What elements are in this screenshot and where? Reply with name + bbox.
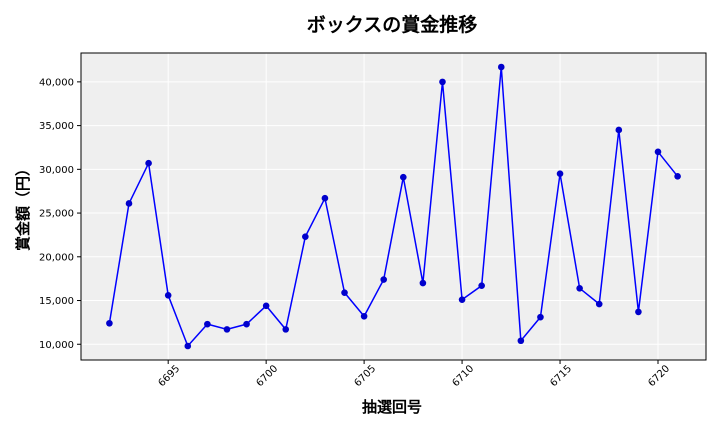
data-point — [439, 78, 446, 86]
y-tick-label: 20,000 — [39, 252, 74, 263]
data-point — [399, 173, 407, 181]
data-point — [223, 326, 231, 333]
data-point — [302, 233, 309, 240]
data-point — [164, 291, 172, 299]
data-point — [419, 279, 427, 287]
data-point — [282, 326, 290, 333]
data-point — [341, 289, 348, 296]
chart-title: ボックスの賞金推移 — [307, 13, 477, 36]
x-tick-label: 6720 — [646, 363, 672, 389]
grid — [81, 53, 706, 360]
data-point — [576, 284, 583, 292]
y-axis-label: 賞金額（円） — [14, 161, 32, 251]
data-point — [360, 312, 368, 320]
data-point — [321, 194, 329, 202]
y-tick-label: 25,000 — [39, 209, 74, 220]
data-point — [380, 276, 388, 283]
x-tick-label: 6695 — [157, 363, 183, 389]
plot-area — [81, 53, 706, 360]
x-tick-label: 6710 — [450, 363, 476, 389]
y-tick-label: 10,000 — [39, 340, 74, 351]
y-tick-label: 15,000 — [39, 296, 74, 307]
data-point — [556, 170, 564, 178]
data-point — [125, 200, 133, 207]
data-point — [243, 320, 250, 328]
data-point — [674, 173, 681, 180]
data-point — [537, 313, 544, 321]
data-point — [517, 337, 525, 345]
plot-frame — [80, 52, 707, 361]
data-point — [262, 302, 270, 310]
data-point — [106, 319, 113, 327]
data-point — [497, 63, 505, 71]
data-point — [184, 342, 192, 350]
data-point — [204, 320, 211, 328]
y-tick-label: 30,000 — [39, 165, 74, 176]
x-tick-label: 6700 — [254, 363, 280, 389]
x-axis-label: 抽選回号 — [362, 398, 422, 416]
series-line — [108, 66, 679, 348]
data-point — [615, 126, 623, 134]
x-tick-label: 6705 — [352, 363, 378, 389]
data-point — [145, 159, 152, 167]
x-tick-label: 6715 — [548, 363, 574, 389]
data-point — [478, 282, 485, 289]
series — [106, 63, 681, 350]
y-tick-label: 40,000 — [39, 77, 74, 88]
data-point — [635, 308, 642, 316]
data-point — [654, 148, 662, 156]
y-tick-label: 35,000 — [39, 121, 74, 132]
data-point — [458, 296, 466, 303]
data-point — [595, 300, 603, 308]
